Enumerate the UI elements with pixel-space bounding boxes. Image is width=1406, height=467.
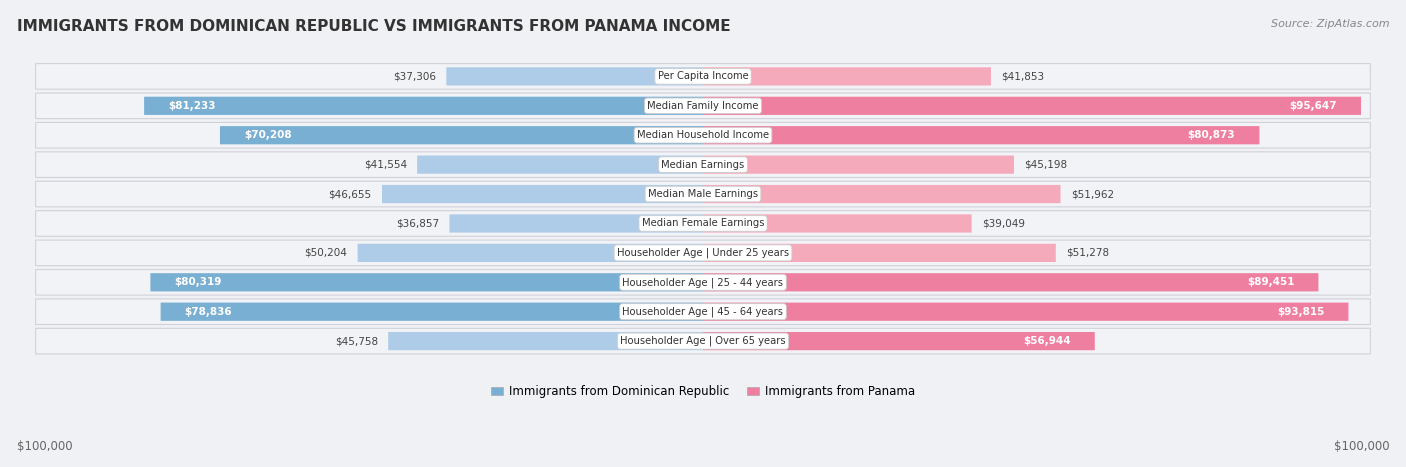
FancyBboxPatch shape bbox=[703, 214, 972, 233]
Text: $56,944: $56,944 bbox=[1024, 336, 1071, 346]
FancyBboxPatch shape bbox=[35, 122, 1371, 148]
Text: $100,000: $100,000 bbox=[1333, 440, 1389, 453]
Text: Householder Age | Over 65 years: Householder Age | Over 65 years bbox=[620, 336, 786, 347]
Text: Median Earnings: Median Earnings bbox=[661, 160, 745, 170]
Text: $41,554: $41,554 bbox=[364, 160, 406, 170]
FancyBboxPatch shape bbox=[703, 156, 1014, 174]
FancyBboxPatch shape bbox=[703, 67, 991, 85]
Text: Median Family Income: Median Family Income bbox=[647, 101, 759, 111]
Text: Median Female Earnings: Median Female Earnings bbox=[641, 219, 765, 228]
Text: $36,857: $36,857 bbox=[396, 219, 439, 228]
FancyBboxPatch shape bbox=[160, 303, 703, 321]
Text: Median Male Earnings: Median Male Earnings bbox=[648, 189, 758, 199]
FancyBboxPatch shape bbox=[35, 152, 1371, 177]
FancyBboxPatch shape bbox=[35, 328, 1371, 354]
FancyBboxPatch shape bbox=[219, 126, 703, 144]
FancyBboxPatch shape bbox=[35, 299, 1371, 325]
FancyBboxPatch shape bbox=[703, 185, 1060, 203]
Text: $50,204: $50,204 bbox=[305, 248, 347, 258]
Text: Median Household Income: Median Household Income bbox=[637, 130, 769, 140]
FancyBboxPatch shape bbox=[35, 211, 1371, 236]
FancyBboxPatch shape bbox=[703, 244, 1056, 262]
Text: $39,049: $39,049 bbox=[981, 219, 1025, 228]
FancyBboxPatch shape bbox=[703, 97, 1361, 115]
FancyBboxPatch shape bbox=[35, 269, 1371, 295]
FancyBboxPatch shape bbox=[382, 185, 703, 203]
Text: $70,208: $70,208 bbox=[245, 130, 291, 140]
Text: IMMIGRANTS FROM DOMINICAN REPUBLIC VS IMMIGRANTS FROM PANAMA INCOME: IMMIGRANTS FROM DOMINICAN REPUBLIC VS IM… bbox=[17, 19, 731, 34]
FancyBboxPatch shape bbox=[703, 126, 1260, 144]
Text: $41,853: $41,853 bbox=[1001, 71, 1045, 81]
Text: $51,278: $51,278 bbox=[1066, 248, 1109, 258]
FancyBboxPatch shape bbox=[357, 244, 703, 262]
FancyBboxPatch shape bbox=[35, 93, 1371, 119]
FancyBboxPatch shape bbox=[703, 332, 1095, 350]
Text: Per Capita Income: Per Capita Income bbox=[658, 71, 748, 81]
FancyBboxPatch shape bbox=[35, 64, 1371, 89]
FancyBboxPatch shape bbox=[418, 156, 703, 174]
FancyBboxPatch shape bbox=[703, 303, 1348, 321]
Text: Householder Age | Under 25 years: Householder Age | Under 25 years bbox=[617, 248, 789, 258]
Text: $45,198: $45,198 bbox=[1025, 160, 1067, 170]
Text: $80,319: $80,319 bbox=[174, 277, 222, 287]
Text: $51,962: $51,962 bbox=[1071, 189, 1114, 199]
Text: $45,758: $45,758 bbox=[335, 336, 378, 346]
FancyBboxPatch shape bbox=[150, 273, 703, 291]
Text: $37,306: $37,306 bbox=[394, 71, 436, 81]
Text: $80,873: $80,873 bbox=[1188, 130, 1236, 140]
Text: Householder Age | 45 - 64 years: Householder Age | 45 - 64 years bbox=[623, 306, 783, 317]
FancyBboxPatch shape bbox=[388, 332, 703, 350]
Text: Householder Age | 25 - 44 years: Householder Age | 25 - 44 years bbox=[623, 277, 783, 288]
FancyBboxPatch shape bbox=[35, 181, 1371, 207]
FancyBboxPatch shape bbox=[35, 240, 1371, 266]
Text: $95,647: $95,647 bbox=[1289, 101, 1337, 111]
FancyBboxPatch shape bbox=[145, 97, 703, 115]
Text: $78,836: $78,836 bbox=[184, 307, 232, 317]
Text: Source: ZipAtlas.com: Source: ZipAtlas.com bbox=[1271, 19, 1389, 28]
Legend: Immigrants from Dominican Republic, Immigrants from Panama: Immigrants from Dominican Republic, Immi… bbox=[486, 381, 920, 403]
Text: $81,233: $81,233 bbox=[169, 101, 215, 111]
FancyBboxPatch shape bbox=[446, 67, 703, 85]
Text: $89,451: $89,451 bbox=[1247, 277, 1295, 287]
Text: $46,655: $46,655 bbox=[329, 189, 371, 199]
FancyBboxPatch shape bbox=[450, 214, 703, 233]
Text: $100,000: $100,000 bbox=[17, 440, 73, 453]
FancyBboxPatch shape bbox=[703, 273, 1319, 291]
Text: $93,815: $93,815 bbox=[1277, 307, 1324, 317]
